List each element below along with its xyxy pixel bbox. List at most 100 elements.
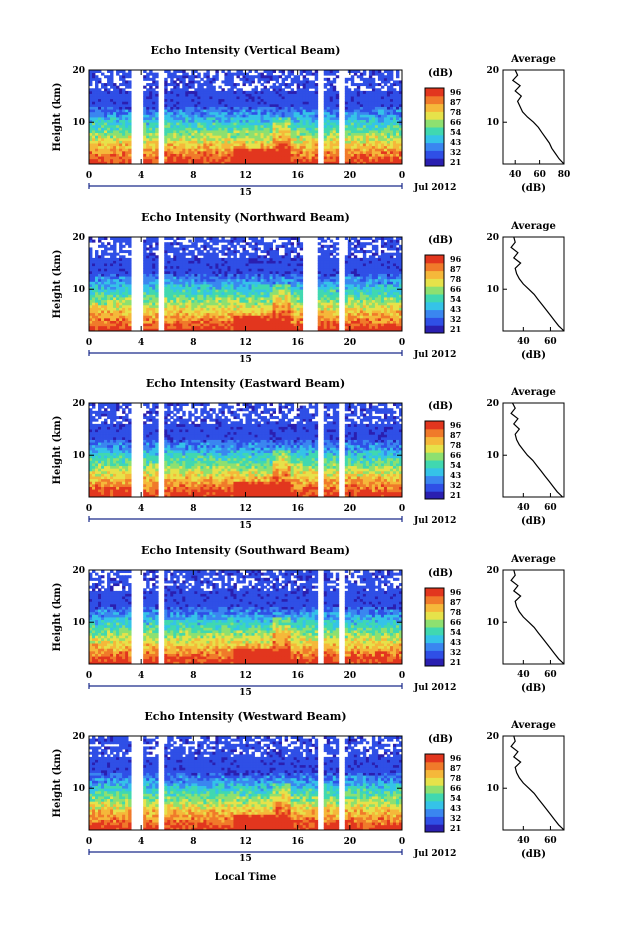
heatmap-cell	[380, 153, 385, 157]
heatmap-cell	[389, 83, 394, 87]
heatmap-cell	[251, 143, 255, 147]
heatmap-cell	[248, 260, 252, 264]
heatmap-cell	[188, 106, 192, 110]
heatmap-cell	[290, 80, 295, 84]
heatmap-cell	[332, 119, 337, 123]
heatmap-cell	[167, 153, 171, 157]
heatmap-cell	[164, 252, 168, 256]
heatmap-cell	[230, 304, 234, 308]
heatmap-cell	[314, 88, 319, 92]
heatmap-cell	[110, 291, 114, 295]
heatmap-cell	[119, 304, 123, 308]
heatmap-cell	[254, 244, 258, 248]
heatmap-cell	[233, 132, 237, 136]
heatmap-cell	[155, 268, 159, 272]
heatmap-cell	[230, 302, 234, 306]
heatmap-cell	[275, 93, 280, 97]
heatmap-cell	[299, 72, 304, 76]
heatmap-cell	[233, 270, 237, 274]
heatmap-cell	[116, 260, 120, 264]
heatmap-cell	[206, 150, 210, 154]
heatmap-cell	[146, 310, 150, 314]
heatmap-cell	[329, 140, 334, 144]
heatmap-cell	[212, 106, 216, 110]
heatmap-cell	[110, 273, 114, 277]
heatmap-cell	[356, 135, 361, 139]
heatmap-cell	[221, 310, 225, 314]
heatmap-cell	[296, 158, 301, 162]
heatmap-cell	[329, 72, 334, 76]
heatmap-cell	[386, 148, 391, 152]
heatmap-cell	[89, 96, 93, 100]
heatmap-cell	[380, 143, 385, 147]
heatmap-cell	[269, 145, 273, 149]
heatmap-cell	[224, 77, 228, 81]
heatmap-cell	[275, 124, 280, 128]
heatmap-cell	[395, 103, 400, 107]
heatmap-cell	[224, 109, 228, 113]
heatmap-cell	[365, 145, 370, 149]
heatmap-cell	[107, 153, 111, 157]
heatmap-cell	[224, 291, 228, 295]
heatmap-cell	[101, 312, 105, 316]
heatmap-cell	[188, 119, 192, 123]
heatmap-cell	[176, 286, 180, 290]
heatmap-cell	[149, 237, 153, 241]
heatmap-cell	[350, 140, 355, 144]
heatmap-cell	[206, 286, 210, 290]
heatmap-cell	[386, 137, 391, 141]
heatmap-cell	[95, 88, 99, 92]
heatmap-cell	[164, 310, 168, 314]
heatmap-cell	[149, 260, 153, 264]
heatmap-cell	[164, 312, 168, 316]
heatmap-cell	[194, 143, 198, 147]
heatmap-cell	[278, 90, 283, 94]
heatmap-cell	[125, 96, 129, 100]
heatmap-cell	[332, 101, 337, 105]
heatmap-cell	[125, 80, 129, 84]
heatmap-cell	[203, 145, 207, 149]
heatmap-cell	[293, 161, 298, 165]
heatmap-cell	[113, 237, 117, 241]
heatmap-cell	[287, 135, 292, 139]
heatmap-cell	[203, 252, 207, 256]
heatmap-cell	[266, 323, 270, 327]
heatmap-cell	[200, 276, 204, 280]
heatmap-cell	[206, 323, 210, 327]
heatmap-cell	[350, 109, 355, 113]
heatmap-cell	[227, 88, 231, 92]
heatmap-cell	[152, 304, 156, 308]
heatmap-cell	[215, 122, 219, 126]
heatmap-cell	[152, 122, 156, 126]
heatmap-cell	[254, 286, 258, 290]
heatmap-cell	[266, 268, 270, 272]
heatmap-cell	[389, 93, 394, 97]
heatmap-cell	[272, 119, 276, 123]
heatmap-cell	[146, 323, 150, 327]
heatmap-cell	[332, 130, 337, 134]
heatmap-cell	[377, 114, 382, 118]
heatmap-cell	[260, 302, 264, 306]
heatmap-cell	[98, 90, 102, 94]
heatmap-cell	[170, 328, 174, 332]
heatmap-cell	[206, 276, 210, 280]
heatmap-cell	[326, 132, 331, 136]
heatmap-cell	[287, 85, 292, 89]
heatmap-cell	[236, 88, 240, 92]
heatmap-cell	[179, 106, 183, 110]
heatmap-cell	[293, 109, 298, 113]
heatmap-cell	[179, 304, 183, 308]
heatmap-cell	[119, 109, 123, 113]
heatmap-cell	[227, 239, 231, 243]
heatmap-cell	[236, 265, 240, 269]
heatmap-cell	[215, 111, 219, 115]
heatmap-cell	[284, 90, 289, 94]
heatmap-cell	[209, 122, 213, 126]
heatmap-cell	[227, 270, 231, 274]
heatmap-cell	[113, 103, 117, 107]
heatmap-cell	[365, 140, 370, 144]
heatmap-cell	[224, 315, 228, 319]
heatmap-cell	[152, 140, 156, 144]
heatmap-cell	[125, 294, 129, 298]
heatmap-cell	[248, 291, 252, 295]
